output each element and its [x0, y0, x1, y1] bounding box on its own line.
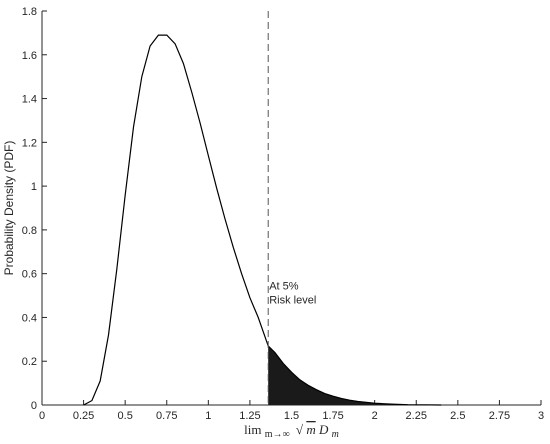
y-tick-label: 0.4	[22, 312, 37, 324]
risk-annotation: At 5% Risk level	[269, 281, 316, 307]
y-axis-label: Probability Density (PDF)	[2, 141, 16, 276]
y-tick-label: 0.2	[22, 356, 37, 368]
x-tick-label: 2.5	[450, 410, 465, 422]
x-tick-label: 3	[538, 410, 544, 422]
x-ticks: 0 0.25 0.5 0.75 1 1.25 1.5 1.75 2 2.25 2.5 2.75 3	[39, 400, 544, 422]
x-tick-label: 2	[372, 410, 378, 422]
x-tick-label: 0.25	[73, 410, 94, 422]
x-label-lim: lim	[244, 422, 261, 437]
x-label-sqrt: √	[296, 422, 304, 437]
x-tick-label: 2.75	[489, 410, 510, 422]
x-tick-label: 0	[39, 410, 45, 422]
x-tick-label: 2.25	[406, 410, 427, 422]
x-tick-label: 0.75	[156, 410, 177, 422]
x-tick-label: 0.5	[118, 410, 133, 422]
y-tick-label: 1.6	[22, 50, 37, 62]
x-tick-label: 1	[205, 410, 211, 422]
x-label-D: D	[318, 422, 329, 437]
y-tick-label: 1.4	[22, 94, 37, 106]
x-tick-label: 1.75	[322, 410, 343, 422]
annotation-line-2: Risk level	[269, 295, 316, 307]
x-label-lim-subscript: m→∞	[265, 429, 290, 440]
annotation-line-1: At 5%	[269, 281, 299, 293]
axes	[41, 11, 541, 406]
x-axis-label: lim m→∞ √ m D m	[244, 422, 339, 440]
y-tick-label: 1.8	[22, 6, 37, 18]
y-tick-label: 0.6	[22, 269, 37, 281]
shaded-tail-area	[268, 345, 408, 405]
y-tick-label: 0	[31, 400, 37, 412]
y-ticks: 0 0.2 0.4 0.6 0.8 1 1.2 1.4 1.6 1.8	[22, 6, 47, 412]
pdf-curve	[83, 34, 442, 406]
y-tick-label: 1.2	[22, 137, 37, 149]
y-tick-label: 0.8	[22, 225, 37, 237]
x-label-D-subscript: m	[332, 429, 339, 440]
x-tick-label: 1.25	[239, 410, 260, 422]
plot-area	[83, 11, 442, 406]
x-label-m: m	[306, 422, 315, 437]
y-tick-label: 1	[31, 181, 37, 193]
x-tick-label: 1.5	[284, 410, 299, 422]
